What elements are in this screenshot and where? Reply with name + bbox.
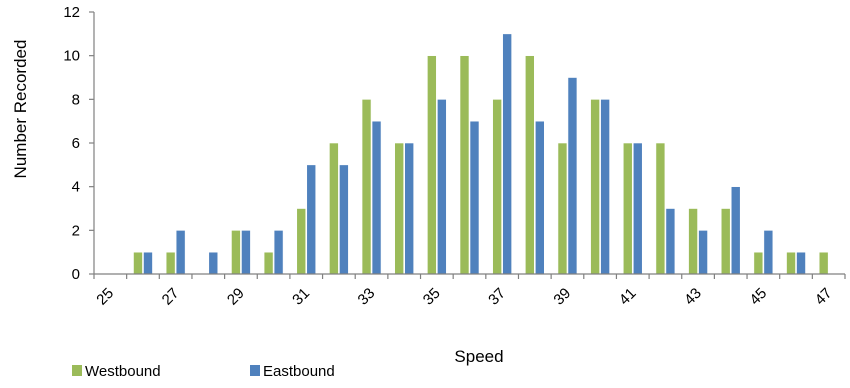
bar-eastbound-46 xyxy=(796,251,806,275)
bar-eastbound-44 xyxy=(730,186,741,275)
bar-westbound-38 xyxy=(525,55,535,275)
bar-eastbound-37 xyxy=(502,33,512,275)
bar-eastbound-30 xyxy=(273,230,284,275)
bar-eastbound-45 xyxy=(763,230,774,275)
x-tick-label: 35 xyxy=(420,285,444,309)
legend: Westbound Eastbound xyxy=(72,363,335,380)
bar-eastbound-40 xyxy=(600,99,610,275)
bar-westbound-45 xyxy=(753,251,764,275)
y-tick-label: 12 xyxy=(63,4,80,21)
legend-swatch-westbound xyxy=(72,365,82,376)
bar-westbound-44 xyxy=(720,208,731,275)
bar-westbound-34 xyxy=(394,142,404,275)
x-tick-label: 47 xyxy=(812,285,836,309)
bar-eastbound-36 xyxy=(469,120,480,275)
legend-swatch-eastbound xyxy=(250,365,260,376)
bar-westbound-26 xyxy=(133,251,143,275)
y-tick-label: 6 xyxy=(72,135,80,152)
x-tick-label: 41 xyxy=(616,285,640,309)
bar-westbound-30 xyxy=(263,251,274,275)
bar-eastbound-43 xyxy=(698,230,708,275)
bar-eastbound-38 xyxy=(535,120,545,275)
y-tick-label: 8 xyxy=(72,91,80,108)
x-tick-label: 31 xyxy=(289,285,313,309)
bar-eastbound-27 xyxy=(175,230,186,275)
y-ticks-layer: 0 2 4 6 8 10 12 xyxy=(63,4,94,283)
x-tick-label: 29 xyxy=(224,285,248,309)
bar-westbound-41 xyxy=(622,142,633,275)
bars-layer xyxy=(133,33,829,275)
bar-eastbound-34 xyxy=(404,142,414,275)
bar-westbound-31 xyxy=(296,208,307,275)
y-tick-label: 10 xyxy=(63,48,80,65)
bar-westbound-27 xyxy=(165,251,176,275)
bar-eastbound-32 xyxy=(339,164,349,275)
bar-eastbound-29 xyxy=(241,230,251,275)
y-tick-label: 0 xyxy=(72,266,80,283)
bar-westbound-42 xyxy=(655,142,666,275)
bar-westbound-32 xyxy=(329,142,339,275)
bar-eastbound-26 xyxy=(143,251,153,275)
legend-label-eastbound: Eastbound xyxy=(263,363,335,380)
bar-eastbound-33 xyxy=(371,120,382,275)
bar-eastbound-39 xyxy=(567,77,578,275)
x-axis-title: Speed xyxy=(454,347,503,366)
bar-westbound-46 xyxy=(786,251,796,275)
x-tick-label: 27 xyxy=(159,285,183,309)
bar-eastbound-31 xyxy=(306,164,317,275)
bar-westbound-29 xyxy=(231,230,241,275)
bar-westbound-47 xyxy=(818,251,829,275)
bar-westbound-39 xyxy=(557,142,568,275)
y-axis-title: Number Recorded xyxy=(11,40,30,179)
bar-eastbound-42 xyxy=(665,208,676,275)
bar-westbound-33 xyxy=(361,99,372,275)
bar-westbound-43 xyxy=(688,208,698,275)
bar-eastbound-28 xyxy=(208,251,219,275)
bar-westbound-35 xyxy=(427,55,437,275)
x-tick-label: 43 xyxy=(681,285,705,309)
x-tick-label: 39 xyxy=(550,285,574,309)
bar-eastbound-35 xyxy=(437,99,447,275)
bar-westbound-40 xyxy=(590,99,600,275)
x-tick-label: 25 xyxy=(93,285,117,309)
bar-westbound-37 xyxy=(492,99,502,275)
x-tick-label: 33 xyxy=(355,285,379,309)
x-tick-label: 37 xyxy=(485,285,509,309)
bar-eastbound-41 xyxy=(632,142,643,275)
y-tick-label: 4 xyxy=(72,179,80,196)
x-tick-label: 45 xyxy=(746,285,770,309)
y-tick-label: 2 xyxy=(72,222,80,239)
x-ticks-layer: 25 27 29 31 33 35 37 39 41 43 45 47 xyxy=(93,274,846,309)
legend-label-westbound: Westbound xyxy=(85,363,161,380)
bar-westbound-36 xyxy=(459,55,470,275)
